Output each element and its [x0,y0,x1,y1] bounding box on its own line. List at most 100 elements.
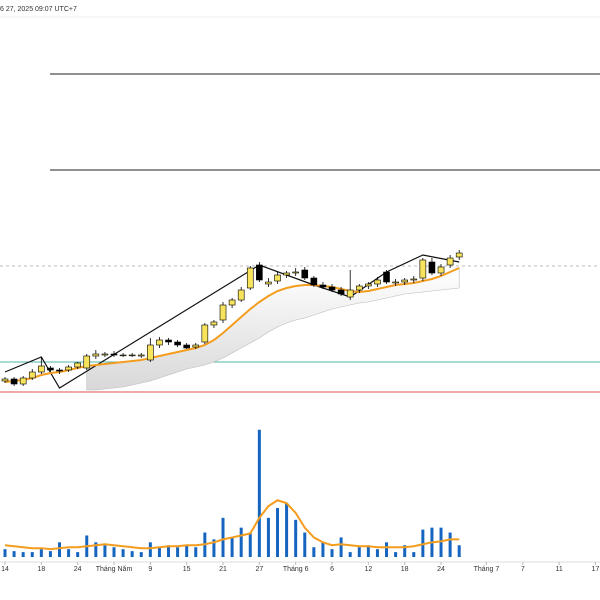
x-tick-label: Tháng 7 [474,566,500,573]
candle-body [355,285,363,291]
volume-bar [403,545,407,557]
candle-body [383,271,390,283]
candle-body [401,279,408,283]
volume-bar [76,552,80,557]
chart-title: 6 27, 2025 09:07 UTC+7 [0,6,77,13]
candle-body [346,289,354,298]
candle-body [283,272,290,276]
candle-body [301,269,309,279]
volume-bar [3,549,7,557]
volume-bar [312,547,316,557]
candle-body [446,257,454,266]
volume-bar [321,542,325,557]
x-tick-label: Tháng Năm [96,566,133,573]
candle-body [374,279,381,285]
candle-body [10,378,18,385]
x-tick-label: 14 [1,566,9,573]
volume-bar [294,519,298,557]
volume-bar [212,539,216,557]
candle-body [119,354,127,357]
candle-body [174,341,181,346]
candle-body [83,355,91,369]
x-tick-label: Tháng 6 [283,566,309,573]
volume-bar [130,551,134,557]
candle-body [265,281,272,285]
volume-bar [348,552,352,557]
candle-body [455,252,463,258]
volume-bar [339,537,343,557]
volume-ma-line [4,499,460,551]
candle-body [428,261,436,274]
candle-body [237,289,245,301]
candle-body [137,354,145,357]
volume-bar [39,549,43,557]
volume-bar [276,508,280,557]
volume-bar [167,545,171,557]
x-tick-label: 24 [437,566,445,573]
volume-bar [112,547,116,557]
candle-body [319,284,327,288]
volume-bar [21,552,25,557]
candle-body [337,289,345,295]
candle-body [219,304,227,321]
candle-body [38,365,45,373]
ma-line [4,267,460,383]
x-tick-label: 15 [183,566,191,573]
volume-bar [30,552,34,557]
volume-bar [139,552,143,557]
x-tick-label: 24 [74,566,82,573]
candle-body [101,353,109,356]
x-tick-label: 27 [255,566,263,573]
x-tick-label: 7 [521,566,525,573]
candle-body [1,378,9,382]
volume-bar [148,542,152,557]
candle-body [246,267,254,289]
candle-body [192,344,200,348]
candle-body [92,353,100,357]
candle-body [274,274,281,282]
candle-body [419,259,427,279]
volume-bar [248,532,252,557]
x-tick-label: 12 [364,566,372,573]
volume-bar [176,547,180,557]
x-tick-label: 9 [148,566,152,573]
candle-body [28,371,36,379]
candle-body [328,286,336,291]
candle-body [256,264,263,281]
volume-bar [58,542,62,557]
volume-bar [285,503,289,557]
candle-body [65,366,72,371]
candle-body [47,367,54,371]
candle-body [410,278,418,281]
x-tick-label: 18 [37,566,45,573]
volume-bar [67,549,71,557]
candle-body [147,344,154,361]
candle-body [201,324,209,343]
candle-body [310,277,318,286]
candle-body [56,369,63,372]
x-tick-label: 11 [555,566,562,573]
volume-bar [221,517,225,557]
volume-bar [257,429,261,557]
volume-bar [157,547,161,557]
candle-body [292,271,299,274]
volume-bar [457,545,461,557]
volume-bar [94,542,98,557]
candle-body [392,281,399,284]
volume-bar [366,545,370,557]
candle-body [165,339,172,343]
candle-body [110,353,118,356]
volume-bar [239,527,243,557]
volume-bar [12,551,16,557]
candle-body [210,321,218,326]
candle-body [19,377,27,385]
volume-bar [185,545,189,557]
x-tick-label: 17 [592,566,600,573]
candle-body [74,362,81,368]
candle-body [228,299,236,306]
volume-bar [394,552,398,557]
volume-bar [385,542,389,557]
volume-bar [194,547,198,557]
candle-body [156,339,163,346]
